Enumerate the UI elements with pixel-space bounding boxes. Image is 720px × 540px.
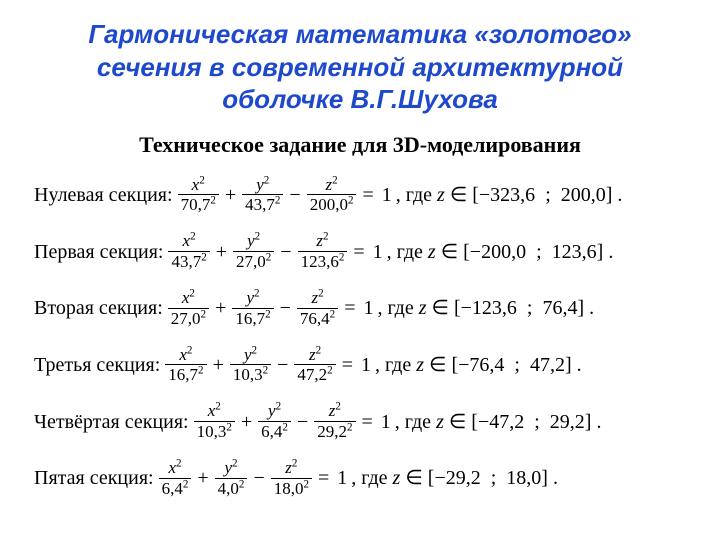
a-value: 70,7: [181, 195, 211, 214]
equation: x26,42 + y24,02 − z218,02 =1: [159, 459, 348, 498]
z-low: −323,6: [479, 184, 535, 206]
equation: x243,72 + y227,02 − z2123,62 =1: [168, 232, 382, 271]
section-label: Третья секция:: [34, 355, 160, 375]
section-label: Вторая секция:: [34, 298, 163, 318]
equation-list: Нулевая секция: x2 70,72 + y2 43,72 − z2…: [30, 176, 690, 498]
slide-subtitle: Техническое задание для 3D-моделирования: [30, 132, 690, 158]
equation-row: Нулевая секция: x2 70,72 + y2 43,72 − z2…: [34, 176, 690, 215]
equation: x2 70,72 + y2 43,72 − z2 200,02 =1: [178, 176, 392, 215]
slide-title: Гармоническая математика «золотого» сече…: [30, 18, 690, 116]
equation: x227,02 + y216,72 − z276,42 =1: [168, 289, 374, 328]
equation-row: Четвёртая секция: x210,32 + y26,42 − z22…: [34, 402, 690, 441]
fraction-y: y2 43,72: [242, 176, 283, 215]
equation: x216,72 + y210,32 − z247,22 =1: [165, 346, 371, 385]
fraction-z: z2 200,02: [307, 176, 357, 215]
equation-row: Пятая секция: x26,42 + y24,02 − z218,02 …: [34, 459, 690, 498]
where-text: , где: [392, 185, 432, 205]
equation-row: Первая секция: x243,72 + y227,02 − z2123…: [34, 232, 690, 271]
fraction-x: x2 70,72: [178, 176, 219, 215]
title-line-3: оболочке В.Г.Шухова: [222, 84, 498, 114]
slide: Гармоническая математика «золотого» сече…: [0, 0, 720, 540]
equation-row: Третья секция: x216,72 + y210,32 − z247,…: [34, 346, 690, 385]
section-label: Четвёртая секция:: [34, 412, 189, 432]
section-label: Первая секция:: [34, 242, 163, 262]
equation-row: Вторая секция: x227,02 + y216,72 − z276,…: [34, 289, 690, 328]
title-line-2: сечения в современной архитектурной: [97, 52, 623, 82]
section-label: Нулевая секция:: [34, 185, 173, 205]
c-value: 200,0: [310, 195, 348, 214]
section-label: Пятая секция:: [34, 468, 154, 488]
b-value: 43,7: [245, 195, 275, 214]
equation: x210,32 + y26,42 − z229,22 =1: [194, 402, 391, 441]
title-line-1: Гармоническая математика «золотого»: [88, 19, 631, 49]
z-high: 200,0: [561, 184, 606, 206]
